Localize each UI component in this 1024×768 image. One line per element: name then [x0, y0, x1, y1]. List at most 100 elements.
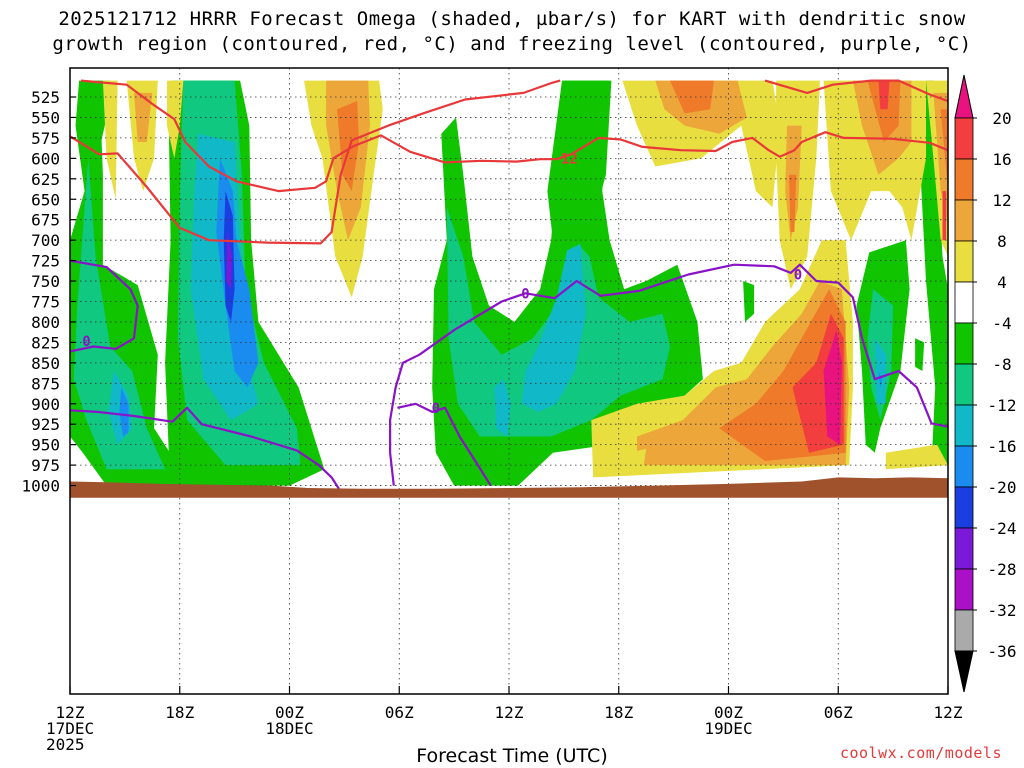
colorbar-segment [954, 240, 974, 283]
colorbar-segment [954, 486, 974, 529]
y-tick-label: 850 [31, 354, 60, 373]
x-tick-label: 12Z [495, 703, 524, 722]
y-tick-label: 875 [31, 374, 60, 393]
colorbar: 20 16 12 8 4 -4 -8 -12 -16 -20 -24 -28 -32 -36 [954, 74, 1017, 693]
freezing-level-main [389, 263, 948, 486]
colorbar-label: 12 [992, 191, 1011, 210]
colorbar-segment [954, 281, 974, 324]
y-tick-label: 525 [31, 88, 60, 107]
dgz-contour-top [764, 79, 948, 103]
chart-title-line1: 2025121712 HRRR Forecast Omega (shaded, … [58, 8, 966, 30]
sinking-upper-2-level-12 [670, 80, 714, 114]
sinking-upper-4-level-16 [878, 80, 890, 110]
colorbar-label: -24 [988, 519, 1017, 538]
y-tick-label: 900 [31, 395, 60, 414]
y-tick-label: 575 [31, 129, 60, 148]
sinking-upper-3-level-12 [788, 174, 797, 232]
y-tick-label: 775 [31, 293, 60, 312]
y-tick-label: 725 [31, 252, 60, 271]
x-axis-title: Forecast Time (UTC) [416, 745, 608, 767]
contour-label: 0 [794, 268, 802, 284]
y-tick-label: 700 [31, 231, 60, 250]
freezing-level-lower [70, 406, 340, 490]
sinking-lower-left-part [611, 448, 647, 474]
x-tick-label: 06Z [385, 703, 414, 722]
colorbar-label: 16 [992, 150, 1011, 169]
x-tick-label: 17DEC [46, 719, 94, 738]
sinking-lower-level-20 [823, 330, 842, 445]
x-tick-label: 18Z [604, 703, 633, 722]
y-tick-label: 975 [31, 456, 60, 475]
contour-labels: 0 0 0 0 12 [82, 151, 802, 417]
colorbar-label: -12 [988, 396, 1017, 415]
sinking-upper-left-8 [134, 92, 153, 142]
sinking-lower-right [885, 444, 948, 470]
contour-label: 0 [521, 286, 529, 302]
upward-cell-small [915, 338, 925, 371]
colorbar-segment [954, 527, 974, 570]
y-tick-label: 750 [31, 272, 60, 291]
colorbar-label: -20 [988, 478, 1017, 497]
upward-plume-right-edge [920, 80, 948, 466]
y-tick-label: 650 [31, 190, 60, 209]
colorbar-bottom-arrow [954, 650, 974, 693]
upward-cell-small-2 [743, 281, 755, 322]
upward-plume-2-cell-16 [494, 379, 511, 437]
upward-plume-left-level-12 [73, 158, 166, 470]
omega-shading [70, 80, 948, 486]
upward-plume-3-level-16 [874, 338, 886, 404]
colorbar-segment [954, 568, 974, 611]
credit-link[interactable]: coolwx.com/models [839, 744, 1002, 762]
upward-plume-upper [547, 80, 612, 257]
x-tick-label: 18DEC [265, 719, 313, 738]
contour-label: 12 [561, 151, 578, 167]
colorbar-segment [954, 322, 974, 365]
colorbar-label: 8 [997, 232, 1007, 251]
colorbar-segment [954, 199, 974, 242]
colorbar-segment [954, 609, 974, 652]
upward-plume-1-level-28 [226, 232, 232, 290]
colorbar-segment [954, 117, 974, 160]
upward-plume-2-level-16 [521, 240, 586, 412]
y-tick-label: 625 [31, 170, 60, 189]
dgz-contour-upper [80, 79, 948, 193]
y-tick-label: 800 [31, 313, 60, 332]
dgz-contour-lower [70, 79, 561, 245]
colorbar-label: -8 [992, 355, 1011, 374]
y-tick-label: 925 [31, 415, 60, 434]
x-tick-label: 2025 [46, 735, 85, 754]
colorbar-segment [954, 158, 974, 201]
colorbar-label: -4 [992, 314, 1011, 333]
colorbar-label: 4 [997, 273, 1007, 292]
colorbar-segment [954, 445, 974, 488]
terrain-fill [70, 477, 948, 498]
y-tick-label: 675 [31, 211, 60, 230]
y-tick-label: 950 [31, 436, 60, 455]
x-tick-label: 00Z [275, 703, 304, 722]
colorbar-label: -28 [988, 560, 1017, 579]
colorbar-segment [954, 404, 974, 447]
colorbar-label: 20 [992, 109, 1011, 128]
sinking-upper-left-2 [102, 80, 118, 200]
x-tick-label: 19DEC [704, 719, 752, 738]
x-tick-label: 12Z [56, 703, 85, 722]
x-tick-label: 12Z [934, 703, 963, 722]
contour-label: 0 [432, 401, 440, 417]
sinking-upper-5-level-16 [942, 191, 947, 241]
contours [70, 79, 948, 490]
y-tick-label: 550 [31, 108, 60, 127]
freezing-level-loop [397, 402, 492, 487]
colorbar-label: -32 [988, 601, 1017, 620]
x-tick-label: 00Z [714, 703, 743, 722]
terrain-surface [70, 477, 948, 498]
colorbar-label: -16 [988, 437, 1017, 456]
y-tick-label: 825 [31, 333, 60, 352]
freezing-level-left [70, 259, 139, 353]
x-tick-label: 06Z [824, 703, 853, 722]
colorbar-segment [954, 363, 974, 406]
x-tick-label: 18Z [165, 703, 194, 722]
colorbar-label: -36 [988, 642, 1017, 661]
